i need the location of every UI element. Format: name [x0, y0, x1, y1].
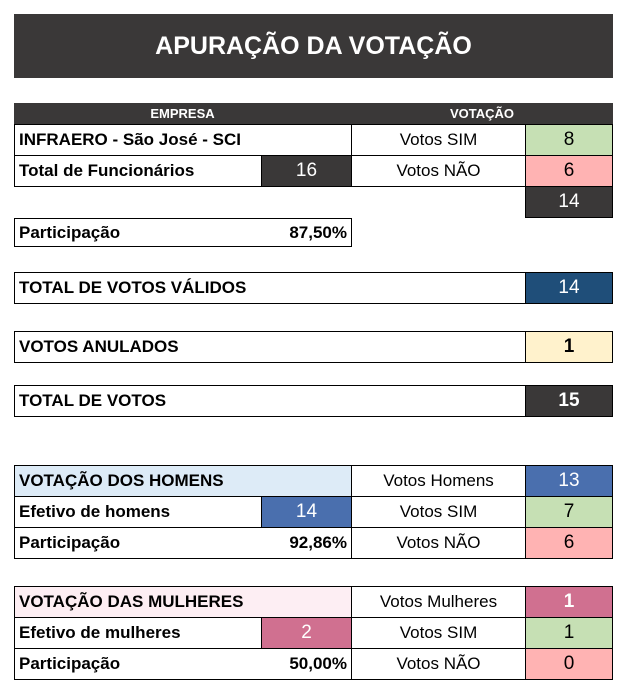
company-name: INFRAERO - São José - SCI	[14, 124, 352, 156]
efetivo-homens-label: Efetivo de homens	[14, 496, 262, 528]
mulheres-votos-nao-value: 0	[525, 648, 613, 680]
homens-participacao-value: 92,86%	[273, 527, 352, 559]
votacao-homens-title: VOTAÇÃO DOS HOMENS	[14, 465, 352, 497]
efetivo-mulheres-label: Efetivo de mulheres	[14, 617, 262, 649]
total-votos-label: TOTAL DE VOTOS	[14, 385, 526, 417]
homens-votos-nao-value: 6	[525, 527, 613, 559]
mulheres-participacao-label: Participação	[14, 648, 274, 680]
votos-nao-value: 6	[525, 155, 613, 187]
votos-nao-label: Votos NÃO	[351, 155, 526, 187]
votos-homens-label: Votos Homens	[351, 465, 526, 497]
votacao-mulheres-title: VOTAÇÃO DAS MULHERES	[14, 586, 352, 618]
efetivo-mulheres-value: 2	[261, 617, 352, 649]
votos-homens-value: 13	[525, 465, 613, 497]
votos-sim-value: 8	[525, 124, 613, 156]
total-funcionarios-value: 16	[261, 155, 352, 187]
votos-sim-label: Votos SIM	[351, 124, 526, 156]
total-funcionarios-label: Total de Funcionários	[14, 155, 262, 187]
votos-anulados-value: 1	[525, 331, 613, 363]
votos-validos-value: 14	[525, 272, 613, 304]
subtotal-value: 14	[525, 186, 613, 218]
mulheres-votos-nao-label: Votos NÃO	[351, 648, 526, 680]
votos-validos-label: TOTAL DE VOTOS VÁLIDOS	[14, 272, 526, 304]
homens-votos-nao-label: Votos NÃO	[351, 527, 526, 559]
page-title: APURAÇÃO DA VOTAÇÃO	[14, 14, 613, 78]
total-votos-value: 15	[525, 385, 613, 417]
votos-mulheres-label: Votos Mulheres	[351, 586, 526, 618]
efetivo-homens-value: 14	[261, 496, 352, 528]
mulheres-votos-sim-value: 1	[525, 617, 613, 649]
header-empresa: EMPRESA	[14, 103, 351, 124]
header-votacao: VOTAÇÃO	[351, 103, 613, 124]
homens-participacao-label: Participação	[14, 527, 274, 559]
participacao-label: Participação	[14, 218, 274, 247]
mulheres-participacao-value: 50,00%	[273, 648, 352, 680]
participacao-value: 87,50%	[273, 218, 352, 247]
mulheres-votos-sim-label: Votos SIM	[351, 617, 526, 649]
homens-votos-sim-label: Votos SIM	[351, 496, 526, 528]
homens-votos-sim-value: 7	[525, 496, 613, 528]
votos-anulados-label: VOTOS ANULADOS	[14, 331, 526, 363]
votos-mulheres-value: 1	[525, 586, 613, 618]
